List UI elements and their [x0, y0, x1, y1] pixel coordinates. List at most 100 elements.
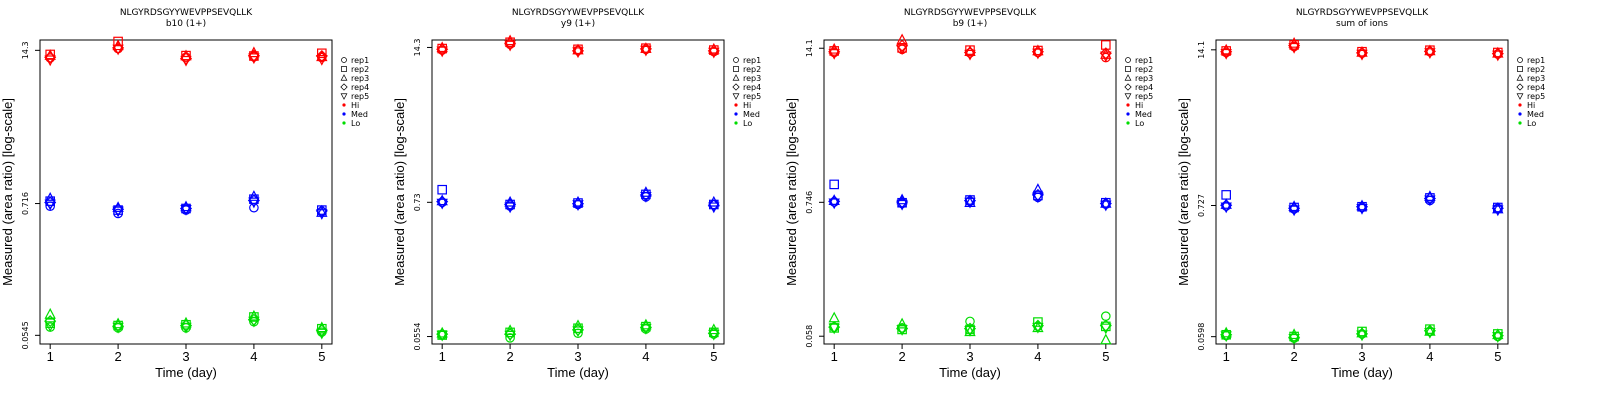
- x-tick-label: 1: [1223, 349, 1230, 364]
- data-point-lo-rep3: [708, 323, 720, 335]
- data-point-med-rep2: [829, 179, 839, 190]
- legend-symbol-rep3: [340, 74, 348, 81]
- data-points: [436, 34, 720, 343]
- legend-label: Lo: [1135, 119, 1144, 128]
- chart-panel-4: NLGYRDSGYYWEVPPSEVQLLK sum of ions 1 2 3 4 5 0.…: [1176, 0, 1576, 400]
- y-tick-label: 0.716: [21, 192, 30, 215]
- legend-label: Med: [1135, 110, 1152, 119]
- y-tick-label: 14.3: [413, 39, 422, 57]
- data-point-lo-rep5: [896, 325, 908, 336]
- legend-label: Med: [743, 110, 760, 119]
- data-point-med-rep5: [248, 197, 260, 209]
- data-point-lo-rep5: [1424, 327, 1436, 339]
- legend-label: Hi: [743, 101, 751, 110]
- data-point-hi-rep5: [964, 49, 976, 61]
- legend-label: Lo: [1527, 119, 1536, 128]
- x-axis-label: Time (day): [1331, 365, 1393, 380]
- legend-label: rep3: [1527, 74, 1545, 83]
- legend-dot-lo: [342, 121, 346, 125]
- data-point-med-rep5: [504, 202, 516, 214]
- legend-label: rep2: [1527, 65, 1545, 74]
- data-point-hi-rep3: [1424, 44, 1436, 56]
- legend-label: Hi: [351, 101, 359, 110]
- data-point-hi-rep3: [1032, 44, 1044, 56]
- data-point-lo-rep4: [315, 324, 328, 337]
- legend-label: rep5: [351, 92, 369, 101]
- x-tick-label: 1: [831, 349, 838, 364]
- data-point-hi-rep5: [1100, 51, 1112, 63]
- data-point-med-rep5: [436, 198, 448, 210]
- legend-label: rep3: [1135, 74, 1153, 83]
- x-tick-label: 5: [710, 349, 717, 364]
- y-tick-label: 14.3: [21, 41, 30, 59]
- data-point-lo-rep5: [1288, 333, 1300, 345]
- data-point-med-rep5: [1288, 205, 1300, 217]
- legend-label: rep1: [743, 56, 761, 65]
- data-point-lo-rep3: [1356, 326, 1368, 338]
- legend-label: rep4: [1135, 83, 1153, 92]
- data-point-med-rep5: [640, 191, 652, 203]
- plot-frame: [823, 39, 1117, 345]
- legend-dot-med: [1126, 112, 1130, 116]
- legend-label: rep1: [1527, 56, 1545, 65]
- data-point-hi-rep5: [248, 53, 260, 65]
- y-axis-label: Measured (area ratio) [log-scale]: [784, 98, 799, 286]
- data-point-med-rep5: [180, 204, 192, 216]
- x-tick-label: 3: [574, 349, 581, 364]
- chart-panel-1: NLGYRDSGYYWEVPPSEVQLLK b10 (1+) 1 2 3 4 5 0.054…: [0, 0, 400, 400]
- x-tick-label: 4: [1426, 349, 1433, 364]
- data-point-lo-rep5: [1220, 331, 1232, 343]
- data-point-lo-rep5: [504, 330, 516, 342]
- legend-label: Lo: [351, 119, 360, 128]
- legend-dot-hi: [1126, 103, 1130, 107]
- data-point-med-rep3: [828, 194, 840, 205]
- data-point-med-rep5: [964, 197, 976, 209]
- y-axis-label: Measured (area ratio) [log-scale]: [392, 98, 407, 286]
- data-point-med-rep3: [44, 192, 56, 203]
- data-point-hi-rep5: [828, 49, 840, 60]
- legend-label: rep2: [351, 65, 369, 74]
- data-point-lo-rep3: [504, 324, 516, 335]
- data-point-hi-rep3: [896, 33, 908, 45]
- y-tick-label: 0.058: [805, 325, 814, 348]
- legend-dot-med: [342, 112, 346, 116]
- legend-dot-hi: [1518, 103, 1522, 107]
- data-point-med-rep3: [436, 194, 448, 206]
- data-point-hi-rep3: [572, 43, 584, 55]
- data-point-med-rep2: [1221, 190, 1231, 200]
- legend-symbol-rep1: [341, 57, 347, 63]
- legend-symbol-rep3: [1516, 74, 1524, 81]
- legend-symbol-rep2: [1125, 66, 1131, 72]
- data-point-med-rep5: [1492, 205, 1504, 217]
- x-tick-label: 2: [506, 349, 513, 364]
- data-point-med-rep5: [44, 199, 56, 211]
- legend-label: Med: [1527, 110, 1544, 119]
- legend-symbol-rep3: [732, 74, 740, 81]
- chart-subtitle: b10 (1+): [166, 19, 206, 29]
- legend-label: Med: [351, 110, 368, 119]
- chart-title: NLGYRDSGYYWEVPPSEVQLLK: [904, 8, 1037, 18]
- legend-label: Hi: [1527, 101, 1535, 110]
- legend-symbol-rep4: [340, 83, 348, 91]
- x-tick-label: 3: [966, 349, 973, 364]
- data-point-hi-rep5: [1288, 42, 1300, 54]
- data-points: [828, 33, 1112, 345]
- legend-dot-lo: [1126, 121, 1130, 125]
- data-point-hi-rep3: [1492, 46, 1504, 58]
- data-point-lo-rep1: [1101, 311, 1111, 321]
- legend-symbol-rep5: [340, 93, 348, 100]
- y-tick-label: 14.1: [805, 39, 814, 57]
- legend-symbol-rep2: [1517, 66, 1523, 72]
- data-points: [44, 36, 328, 340]
- x-axis-label: Time (day): [155, 365, 217, 380]
- plot-frame: [1215, 39, 1509, 345]
- legend-label: rep5: [1135, 92, 1153, 101]
- legend-dot-lo: [1518, 121, 1522, 125]
- legend-label: rep2: [1135, 65, 1153, 74]
- y-axis-label: Measured (area ratio) [log-scale]: [0, 98, 15, 286]
- data-point-lo-rep5: [1492, 332, 1504, 343]
- x-tick-label: 1: [439, 349, 446, 364]
